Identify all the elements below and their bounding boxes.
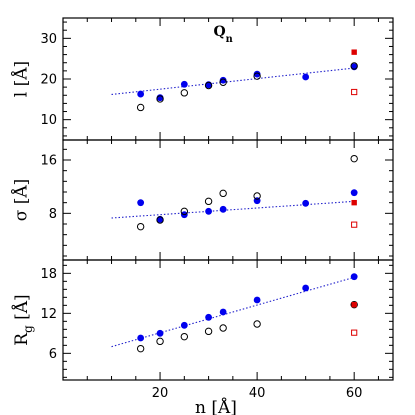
point-filled-circle	[180, 80, 188, 88]
y-tick-label: 30	[40, 32, 57, 47]
point-filled-circle	[137, 199, 145, 207]
point-filled-circle	[302, 284, 310, 292]
point-filled-circle	[253, 296, 261, 304]
point-filled-circle	[302, 73, 310, 81]
point-open-circle	[180, 207, 189, 216]
point-filled-circle	[137, 334, 145, 342]
point-filled-square	[351, 49, 357, 55]
point-open-circle	[219, 78, 227, 86]
y-tick-label: 12	[40, 307, 57, 322]
point-open-circle	[180, 89, 189, 97]
point-open-circle	[136, 344, 145, 353]
y-axis-title: Rg [Å]	[11, 294, 36, 345]
y-axis-title: σ [Å]	[11, 179, 32, 222]
point-open-circle	[204, 197, 213, 206]
fit-line	[111, 276, 355, 348]
point-open-circle	[180, 332, 189, 341]
point-open-circle	[136, 103, 145, 112]
y-tick-label: 6	[49, 347, 57, 362]
point-filled-circle	[219, 308, 227, 316]
point-open-circle	[350, 154, 358, 163]
point-filled-circle	[302, 199, 310, 207]
point-open-circle	[253, 72, 261, 80]
point-open-circle	[253, 320, 261, 328]
point-open-circle	[204, 327, 213, 336]
point-filled-circle	[156, 329, 164, 337]
point-filled-circle	[205, 207, 212, 215]
panel-3: 6 12 18 Rg [Å]	[11, 259, 394, 381]
y-tick-label: 18	[40, 267, 57, 282]
point-filled-circle	[180, 321, 188, 329]
point-open-square	[351, 221, 358, 228]
point-open-circle	[219, 189, 227, 198]
point-filled-circle	[137, 90, 145, 98]
point-open-circle	[204, 81, 213, 90]
x-tick-label: 20	[152, 386, 169, 401]
y-tick-label: 10	[40, 113, 57, 128]
point-filled-circle	[253, 70, 261, 78]
y-tick-label: 8	[49, 207, 57, 222]
point-filled-circle	[219, 205, 227, 213]
point-open-circle	[156, 95, 164, 103]
point-open-circle	[350, 300, 358, 309]
point-open-circle	[156, 216, 164, 224]
fit-line	[111, 67, 355, 96]
x-axis: 20 40 60 n [Å]	[152, 386, 363, 415]
x-tick-label: 60	[346, 386, 363, 401]
panel-1: 10 20 30 l [Å] Qn	[11, 17, 394, 141]
y-tick-label: 16	[40, 154, 57, 169]
y-tick-label: 20	[40, 73, 57, 88]
point-open-circle	[219, 324, 227, 332]
panel-frame	[62, 139, 394, 261]
point-filled-circle	[205, 313, 212, 321]
panels: 10 20 30 l [Å] Qn 8 16 σ [Å] 6 12 18 Rg [Å]	[11, 17, 394, 381]
point-filled-circle	[219, 76, 227, 84]
x-tick-label: 40	[249, 386, 266, 401]
fit-line	[111, 200, 355, 219]
point-open-circle	[350, 62, 358, 70]
point-open-circle	[156, 337, 164, 346]
point-open-circle	[253, 192, 261, 200]
panel-annotation: Qn	[213, 24, 232, 45]
point-open-square	[351, 88, 358, 96]
y-axis-title: l [Å]	[11, 61, 32, 97]
panel-2: 8 16 σ [Å]	[11, 139, 394, 261]
point-filled-circle	[350, 189, 358, 197]
point-filled-square	[351, 199, 357, 206]
point-filled-square	[351, 301, 357, 308]
point-open-circle	[136, 222, 145, 231]
point-filled-circle	[350, 273, 358, 281]
point-open-square	[351, 329, 358, 336]
panel-frame	[62, 259, 394, 381]
x-axis-title: n [Å]	[195, 397, 237, 415]
